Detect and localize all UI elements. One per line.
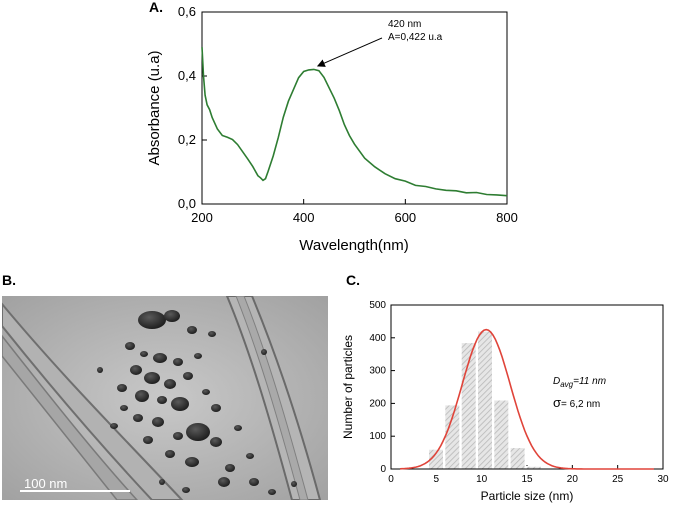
nanoparticle <box>110 423 118 429</box>
sigma-annotation: σ= 6,2 nm <box>553 395 600 410</box>
nanoparticle <box>218 477 230 487</box>
nanoparticle <box>120 405 128 411</box>
nanoparticle <box>291 481 297 487</box>
nanotube-left-wall <box>2 302 184 500</box>
nanoparticle <box>183 372 193 380</box>
average-size-annotation: Davg=11 nm <box>553 376 606 389</box>
nanoparticle <box>208 331 216 337</box>
tem-micrograph: 100 nm <box>2 296 328 500</box>
nanotube-right-inner <box>235 296 309 500</box>
nanoparticle <box>249 478 259 486</box>
nanoparticle <box>140 351 148 357</box>
y-tick-label: 300 <box>369 366 386 377</box>
nanoparticle <box>138 311 166 329</box>
chart-c-plot-frame <box>390 304 664 470</box>
nanoparticle <box>268 489 276 495</box>
x-tick-label: 20 <box>567 474 579 485</box>
panel-label-c: C. <box>346 272 360 288</box>
histogram-bar <box>477 330 493 470</box>
absorbance-spectrum-chart: 200 400 600 800 0,0 0,2 0,4 0,6 420 nm A=0,422 … <box>146 4 518 254</box>
nanoparticle <box>246 453 254 459</box>
x-tick-label: 0 <box>388 474 394 485</box>
y-tick-label: 0,6 <box>178 4 196 19</box>
nanoparticle <box>234 425 242 431</box>
y-tick-label: 0,0 <box>178 196 196 211</box>
nanoparticle <box>164 379 176 389</box>
nanoparticle <box>144 372 160 384</box>
x-tick-label: 400 <box>293 210 315 225</box>
chart-a-plot-frame <box>201 11 508 205</box>
chart-a-ylabel: Absorbance (u.a) <box>146 50 163 165</box>
panel-label-b: B. <box>2 272 16 288</box>
histogram-bar <box>493 399 510 470</box>
scale-bar-label: 100 nm <box>24 476 67 491</box>
y-tick-label: 200 <box>369 398 386 409</box>
nanoparticle <box>194 353 202 359</box>
sigma-symbol: σ <box>553 395 561 410</box>
nanoparticle <box>130 365 142 375</box>
sigma-value: = 6,2 nm <box>561 399 600 410</box>
nanoparticle <box>225 464 235 472</box>
y-tick-label: 0 <box>380 464 386 475</box>
chart-c-xlabel: Particle size (nm) <box>481 489 574 503</box>
x-tick-label: 25 <box>612 474 624 485</box>
y-tick-label: 0,2 <box>178 132 196 147</box>
nanoparticle <box>97 367 103 373</box>
nanoparticle <box>171 397 189 411</box>
nanoparticle <box>186 423 210 441</box>
x-tick-label: 5 <box>434 474 440 485</box>
chart-a-xlabel: Wavelength(nm) <box>299 237 408 254</box>
avg-subscript: avg <box>560 380 573 389</box>
x-tick-label: 15 <box>521 474 533 485</box>
y-tick-label: 0,4 <box>178 68 196 83</box>
nanoparticle <box>165 450 175 458</box>
nanoparticle <box>185 457 199 467</box>
nanotube-left-inner <box>2 334 139 500</box>
y-tick-label: 400 <box>369 333 386 344</box>
histogram-bar <box>509 447 526 470</box>
absorbance-series-line <box>201 47 508 197</box>
nanoparticle <box>159 479 165 485</box>
nanoparticle <box>173 358 183 366</box>
panel-label-a: A. <box>149 0 163 15</box>
nanoparticle <box>202 389 210 395</box>
x-tick-label: 200 <box>191 210 213 225</box>
nanoparticle <box>182 487 190 493</box>
x-tick-label: 600 <box>394 210 416 225</box>
gaussian-fit-curve <box>400 328 654 470</box>
nanoparticle-cluster <box>97 310 297 495</box>
histogram-bar <box>444 404 461 470</box>
peak-annotation-wavelength: 420 nm <box>388 19 421 30</box>
chart-c-ylabel: Number of particles <box>341 335 355 439</box>
x-tick-label: 800 <box>496 210 518 225</box>
nanoparticle <box>143 436 153 444</box>
nanoparticle <box>125 342 135 350</box>
nanoparticle <box>164 310 180 322</box>
nanoparticle <box>135 390 149 402</box>
nanoparticle <box>261 349 267 355</box>
peak-arrow <box>316 37 383 67</box>
avg-symbol: D <box>553 376 560 387</box>
nanoparticle <box>211 404 221 412</box>
nanoparticle <box>133 414 143 422</box>
x-tick-label: 10 <box>476 474 488 485</box>
peak-annotation-absorbance: A=0,422 u.a <box>388 32 443 43</box>
x-tick-label: 30 <box>657 474 669 485</box>
nanoparticle <box>153 353 167 363</box>
y-tick-label: 100 <box>369 431 386 442</box>
nanoparticle <box>157 396 167 404</box>
avg-value: =11 nm <box>573 376 606 387</box>
y-tick-label: 500 <box>369 300 386 311</box>
nanoparticle <box>173 432 183 440</box>
nanoparticle <box>210 437 222 447</box>
nanoparticle <box>152 417 164 427</box>
scale-bar <box>20 490 130 492</box>
nanoparticle <box>117 384 127 392</box>
nanoparticle <box>187 326 197 334</box>
